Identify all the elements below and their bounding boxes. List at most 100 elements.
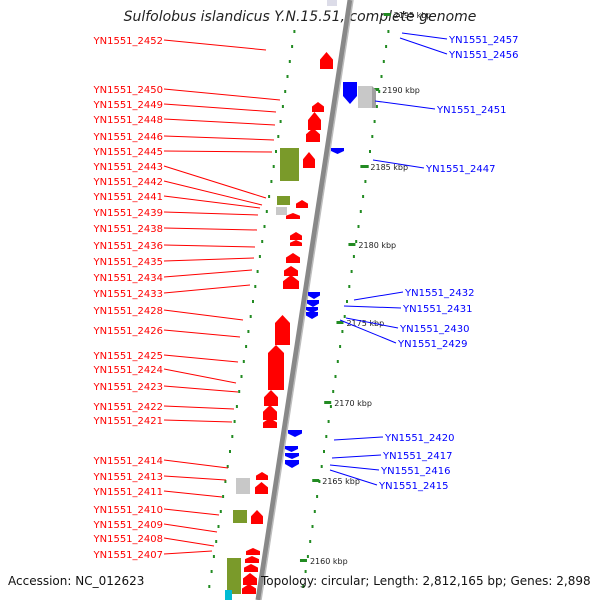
- forward-gene: [290, 232, 302, 240]
- gene-leader-line: [163, 269, 253, 278]
- track-dot: [373, 120, 376, 123]
- gene-label-left: YN1551_2428: [93, 306, 164, 317]
- gene-leader-line: [331, 454, 382, 459]
- gene-leader-line: [163, 459, 229, 469]
- ruler-label: 2170 kbp: [334, 399, 372, 408]
- track-dot: [268, 195, 271, 198]
- track-dot: [318, 480, 321, 483]
- track-dot: [320, 465, 323, 468]
- reverse-gene: [307, 300, 319, 307]
- track-dot: [293, 30, 296, 33]
- gene-leader-line: [372, 159, 425, 169]
- gene-label-left: YN1551_2421: [93, 416, 164, 427]
- gene-label-right: YN1551_2456: [448, 50, 519, 61]
- gene-label-left: YN1551_2425: [93, 351, 164, 362]
- track-dot: [291, 45, 294, 48]
- gene-label-left: YN1551_2452: [93, 36, 164, 47]
- track-dot: [256, 270, 259, 273]
- track-dot: [261, 240, 264, 243]
- gene-label-left: YN1551_2443: [93, 162, 164, 173]
- track-dot: [357, 225, 360, 228]
- ruler-tick: [336, 321, 344, 324]
- track-dot: [329, 405, 332, 408]
- track-dot: [284, 90, 287, 93]
- gene-label-left: YN1551_2446: [93, 132, 164, 143]
- track-dot: [231, 435, 234, 438]
- ruler-tick: [324, 401, 332, 404]
- track-dot: [224, 480, 227, 483]
- gene-label-left: YN1551_2426: [93, 326, 164, 337]
- gene-label-right: YN1551_2430: [399, 324, 470, 335]
- gene-label-right: YN1551_2447: [425, 164, 496, 175]
- gene-leader-line: [163, 165, 267, 199]
- pseudo-gene: [372, 86, 376, 108]
- rna-gene: [225, 590, 232, 600]
- track-dot: [240, 375, 243, 378]
- gene-label-left: YN1551_2423: [93, 382, 164, 393]
- gene-leader-line: [163, 419, 233, 423]
- gene-leader-line: [163, 88, 281, 101]
- gene-label-left: YN1551_2448: [93, 115, 164, 126]
- gene-label-left: YN1551_2408: [93, 534, 164, 545]
- track-dot: [325, 435, 328, 438]
- track-dot: [245, 345, 248, 348]
- track-dot: [336, 360, 339, 363]
- track-dot: [226, 465, 229, 468]
- gene-leader-line: [399, 37, 448, 55]
- gene-label-left: YN1551_2442: [93, 177, 164, 188]
- gene-leader-line: [163, 490, 223, 498]
- forward-gene: [290, 240, 302, 246]
- track-dot: [286, 75, 289, 78]
- ruler-label: 2185 kbp: [370, 163, 408, 172]
- track-dot: [364, 180, 367, 183]
- reverse-gene: [285, 460, 299, 468]
- gene-leader-line: [163, 368, 237, 384]
- track-dot: [222, 495, 225, 498]
- track-dot: [275, 150, 277, 153]
- track-dot: [313, 510, 316, 513]
- gene-leader-line: [163, 211, 259, 216]
- track-dot: [265, 210, 268, 213]
- forward-gene: [320, 52, 333, 69]
- rna-gene: [277, 196, 290, 205]
- forward-gene: [275, 315, 290, 345]
- gene-label-left: YN1551_2439: [93, 208, 164, 219]
- gene-label-left: YN1551_2407: [93, 550, 164, 561]
- gene-label-right: YN1551_2457: [448, 35, 519, 46]
- gene-label-left: YN1551_2449: [93, 100, 164, 111]
- genome-backbone: [255, 0, 353, 600]
- gene-leader-line: [163, 354, 239, 363]
- gene-leader-line: [163, 150, 273, 153]
- track-dot: [369, 150, 371, 153]
- track-dot: [306, 555, 309, 558]
- track-dot: [327, 420, 330, 423]
- gene-leader-line: [163, 257, 255, 262]
- track-dot: [346, 300, 348, 303]
- track-dot: [341, 330, 344, 333]
- gene-label-left: YN1551_2413: [93, 472, 164, 483]
- gene-leader-line: [163, 508, 220, 516]
- gene-leader-line: [401, 32, 448, 40]
- gene-label-left: YN1551_2409: [93, 520, 164, 531]
- gene-label-left: YN1551_2410: [93, 505, 164, 516]
- gene-leader-line: [163, 103, 277, 113]
- gene-label-right: YN1551_2431: [402, 304, 473, 315]
- track-dot: [316, 495, 319, 498]
- forward-gene: [286, 253, 300, 263]
- track-dot: [272, 165, 275, 168]
- track-dot: [323, 450, 325, 453]
- reverse-gene: [288, 430, 302, 437]
- forward-gene: [303, 152, 315, 168]
- track-dot: [219, 510, 222, 513]
- track-dot: [350, 270, 353, 273]
- track-dot: [279, 120, 282, 123]
- gene-leader-line: [163, 385, 239, 393]
- track-dot: [385, 45, 388, 48]
- gene-leader-line: [333, 436, 384, 441]
- forward-gene: [268, 345, 284, 390]
- track-dot: [378, 90, 381, 93]
- forward-gene: [283, 275, 299, 289]
- reverse-gene: [306, 312, 318, 319]
- forward-gene: [256, 472, 268, 480]
- gene-leader-line: [329, 464, 380, 471]
